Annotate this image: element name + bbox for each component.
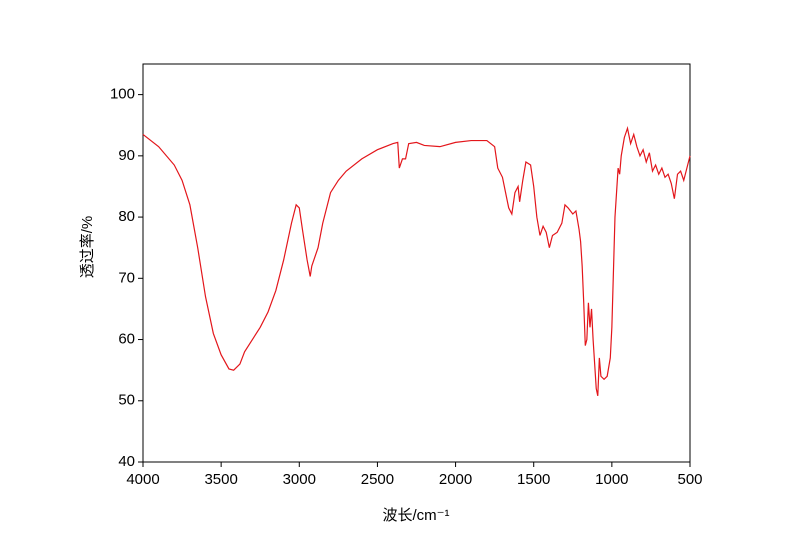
x-axis-label: 波长/cm⁻¹: [382, 507, 449, 524]
y-tick-label: 40: [118, 453, 135, 470]
plot-frame: [142, 63, 691, 463]
x-tick-label: 3000: [283, 471, 316, 488]
x-tick-label: 4000: [126, 471, 159, 488]
spectrum-line: [142, 126, 691, 396]
x-tick-label: 2000: [439, 471, 472, 488]
y-tick-label: 100: [110, 86, 135, 103]
x-tick-label: 3500: [204, 471, 237, 488]
y-tick-label: 80: [118, 208, 135, 225]
y-tick-label: 90: [118, 147, 135, 164]
x-tick-label: 1500: [517, 471, 550, 488]
y-tick-label: 60: [118, 331, 135, 348]
x-tick-label: 500: [677, 471, 702, 488]
y-tick-label: 50: [118, 392, 135, 409]
x-tick-label: 2500: [361, 471, 394, 488]
y-tick-label: 70: [118, 269, 135, 286]
x-tick-label: 1000: [595, 471, 628, 488]
y-axis-label: 透过率/%: [79, 216, 96, 279]
